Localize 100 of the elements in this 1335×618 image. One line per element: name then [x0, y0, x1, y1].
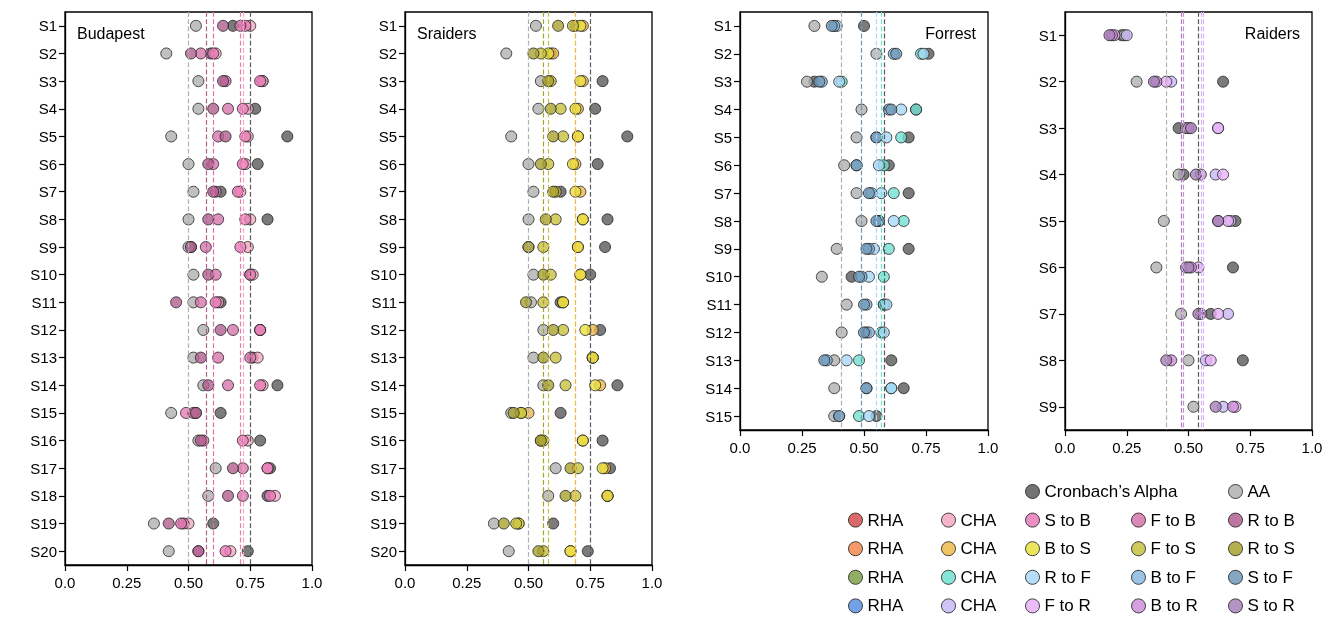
y-tick-label: S10 — [370, 266, 397, 284]
y-tick-label: S15 — [370, 404, 397, 422]
y-tick-label: S1 — [38, 17, 57, 35]
x-tick-label: 0.75 — [1235, 439, 1265, 456]
y-tick-label: S20 — [370, 542, 397, 560]
y-tick-label: S11 — [706, 296, 732, 314]
text: Sraiders — [417, 24, 477, 42]
y-tick-label: S20 — [30, 542, 57, 560]
x-tick-label: 0.0 — [729, 439, 751, 456]
x-tick-label: 0.50 — [849, 439, 879, 456]
legend-label: AA — [1247, 482, 1271, 501]
y-tick-label: S15 — [30, 404, 57, 422]
y-tick-label: S9 — [713, 240, 732, 258]
legend-label: CHA — [960, 510, 998, 530]
y-tick-label: S11 — [31, 293, 57, 311]
y-tick-label: S7 — [1038, 305, 1057, 323]
y-tick-label: S14 — [30, 376, 57, 394]
x-tick-label: 0.75 — [575, 574, 605, 591]
y-tick-label: S4 — [38, 100, 57, 118]
y-tick-label: S14 — [705, 379, 732, 397]
y-tick-label: S6 — [713, 156, 732, 174]
y-tick-label: S9 — [378, 238, 397, 256]
legend-label: B to R — [1150, 596, 1198, 616]
y-tick-label: S6 — [1038, 258, 1057, 276]
legend-label: CHA — [960, 539, 998, 559]
y-tick-label: S16 — [30, 432, 57, 450]
y-tick-label: S12 — [30, 321, 57, 339]
y-tick-label: S5 — [1038, 212, 1057, 230]
legend-label: B to S — [1044, 539, 1091, 559]
x-tick-label: 0.0 — [54, 574, 76, 591]
legend-label: RHA — [867, 539, 905, 559]
y-tick-label: S8 — [378, 210, 397, 228]
legend-label: S to R — [1247, 596, 1295, 616]
legend-label: Cronbach’s Alpha — [1044, 482, 1178, 501]
y-tick-label: S8 — [713, 212, 732, 230]
y-tick-label: S4 — [713, 101, 732, 119]
y-tick-label: S13 — [30, 349, 57, 367]
y-tick-label: S8 — [38, 210, 57, 228]
legend-label: CHA — [960, 567, 998, 587]
legend-label: S to F — [1247, 567, 1293, 587]
legend-label: F to S — [1150, 539, 1196, 559]
y-tick-label: S18 — [370, 487, 397, 505]
y-tick-label: S3 — [1038, 119, 1057, 137]
text: Forrest — [925, 24, 977, 42]
x-tick-label: 0.75 — [235, 574, 265, 591]
y-tick-label: S17 — [370, 459, 397, 477]
y-tick-label: S8 — [1038, 351, 1057, 369]
y-tick-label: S6 — [378, 155, 397, 173]
y-tick-label: S7 — [713, 184, 732, 202]
x-tick-label: 1.0 — [1301, 439, 1323, 456]
y-tick-label: S10 — [705, 268, 732, 286]
x-tick-label: 0.25 — [1112, 439, 1142, 456]
x-tick-label: 0.25 — [787, 439, 817, 456]
y-tick-label: S15 — [705, 407, 732, 425]
x-tick-label: 0.50 — [1173, 439, 1204, 456]
y-tick-label: S3 — [713, 73, 732, 91]
legend-label: RHA — [867, 596, 905, 616]
y-tick-label: S2 — [713, 45, 732, 63]
x-tick-label: 1.0 — [977, 439, 999, 456]
legend-label: R to S — [1247, 539, 1295, 559]
legend-label: S to B — [1044, 510, 1091, 530]
y-tick-label: S13 — [370, 349, 397, 367]
y-tick-label: S12 — [370, 321, 397, 339]
y-tick-label: S16 — [370, 432, 397, 450]
y-tick-label: S1 — [713, 17, 732, 35]
y-tick-label: S5 — [378, 127, 397, 145]
y-tick-label: S6 — [38, 155, 57, 173]
legend-label: CHA — [960, 596, 998, 616]
text: Budapest — [77, 24, 146, 42]
legend-label: RHA — [867, 510, 905, 530]
y-tick-label: S19 — [30, 515, 57, 533]
y-tick-label: S14 — [370, 376, 397, 394]
x-tick-label: 0.75 — [911, 439, 941, 456]
y-tick-label: S2 — [1038, 73, 1057, 91]
y-tick-label: S2 — [38, 44, 57, 62]
y-tick-label: S12 — [705, 323, 732, 341]
y-tick-label: S18 — [30, 487, 57, 505]
text: Raiders — [1244, 24, 1301, 42]
y-tick-label: S13 — [705, 351, 732, 369]
legend-label: F to B — [1150, 510, 1196, 530]
x-tick-label: 0.50 — [173, 574, 204, 591]
y-tick-label: S9 — [38, 238, 57, 256]
y-tick-label: S1 — [1038, 26, 1057, 44]
x-tick-label: 0.25 — [112, 574, 142, 591]
y-tick-label: S7 — [38, 183, 57, 201]
x-tick-label: 0.0 — [394, 574, 416, 591]
y-tick-label: S4 — [1038, 166, 1057, 184]
x-tick-label: 0.50 — [513, 574, 544, 591]
x-tick-label: 1.0 — [301, 574, 323, 591]
x-tick-label: 1.0 — [641, 574, 663, 591]
y-tick-label: S19 — [370, 515, 397, 533]
y-tick-label: S5 — [38, 127, 57, 145]
y-tick-label: S2 — [378, 44, 397, 62]
y-tick-label: S5 — [713, 128, 732, 146]
y-tick-label: S3 — [38, 72, 57, 90]
legend-label: F to R — [1044, 596, 1091, 616]
y-tick-label: S17 — [30, 459, 57, 477]
legend-label: R to B — [1247, 510, 1295, 530]
y-tick-label: S10 — [30, 266, 57, 284]
y-tick-label: S7 — [378, 183, 397, 201]
